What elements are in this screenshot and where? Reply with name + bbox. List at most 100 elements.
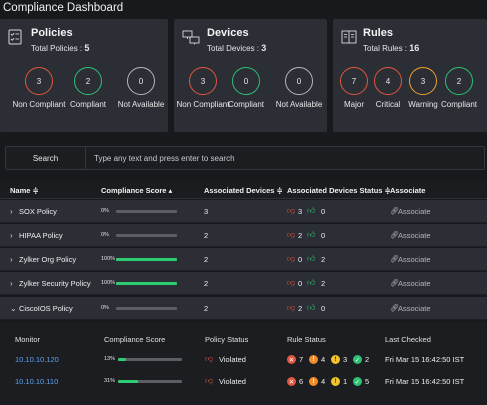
- compliance-bar: [116, 307, 177, 310]
- devices-notavailable-label: Not Available: [275, 100, 323, 109]
- policy-name[interactable]: CiscoIOS Policy: [19, 304, 73, 313]
- associated-devices-count: 2: [204, 255, 209, 264]
- compliant-device-count[interactable]: 2: [321, 279, 326, 288]
- policy-name[interactable]: Zylker Org Policy: [19, 255, 77, 264]
- warning-alert-icon: !: [331, 377, 340, 386]
- policy-name[interactable]: HIPAA Policy: [19, 231, 63, 240]
- link-icon[interactable]: 🔗︎: [390, 280, 399, 287]
- devices-noncompliant-count[interactable]: 3: [189, 67, 217, 95]
- rules-major-count[interactable]: 7: [340, 67, 368, 95]
- devices-notavailable-count[interactable]: 0: [285, 67, 313, 95]
- compliant-device-count[interactable]: 2: [321, 255, 326, 264]
- compliant-check-icon: ✓: [353, 355, 362, 364]
- noncompliant-device-count[interactable]: 3: [298, 207, 303, 216]
- devices-title: Devices: [207, 27, 249, 39]
- sub-col-last-checked: Last Checked: [385, 335, 431, 344]
- compliance-percent: 0%: [101, 232, 109, 238]
- policies-noncompliant-label: Non Compliant: [12, 100, 66, 109]
- table-row[interactable]: › Zylker Security Policy 100% 2 👎︎ 0 👍︎ 2 🔗︎ Asso…: [0, 272, 487, 295]
- compliant-count: 5: [365, 377, 370, 386]
- compliant-device-count[interactable]: 0: [321, 304, 326, 313]
- rules-title: Rules: [363, 27, 393, 39]
- policies-compliant-label: Compliant: [69, 100, 106, 109]
- compliance-percent: 100%: [101, 280, 116, 286]
- warning-count: 3: [343, 355, 348, 364]
- policies-compliant-count[interactable]: 2: [74, 67, 102, 95]
- noncompliant-device-count[interactable]: 2: [298, 304, 303, 313]
- down-thumb-icon: 👎︎: [287, 230, 296, 239]
- monitor-compliance-bar-fill: [118, 358, 126, 361]
- link-icon[interactable]: 🔗︎: [390, 232, 399, 239]
- expand-chevron-icon[interactable]: ⌄: [10, 304, 17, 313]
- last-checked: Fri Mar 15 16:42:50 IST: [385, 377, 465, 386]
- down-thumb-icon: 👎︎: [287, 303, 296, 312]
- associated-devices-count: 2: [204, 304, 209, 313]
- associate-link[interactable]: Associate: [398, 231, 431, 240]
- noncompliant-device-count[interactable]: 0: [298, 279, 303, 288]
- associate-link[interactable]: Associate: [398, 255, 431, 264]
- policies-title: Policies: [31, 27, 73, 39]
- monitor-row[interactable]: 10.10.10.110 31% 👎︎ Violated ✕ 6! 4! 1 ✓ 5 Fri Mar…: [0, 371, 487, 393]
- col-associated-devices[interactable]: Associated Devices ≑: [204, 186, 283, 195]
- associate-link[interactable]: Associate: [398, 207, 431, 216]
- rules-critical-label: Critical: [375, 100, 401, 109]
- policy-name[interactable]: Zylker Security Policy: [19, 279, 91, 288]
- compliant-count: 2: [365, 355, 370, 364]
- table-row[interactable]: › Zylker Org Policy 100% 2 👎︎ 0 👍︎ 2 🔗︎ Associate: [0, 248, 487, 271]
- up-thumb-icon: 👍︎: [307, 278, 316, 287]
- compliant-check-icon: ✓: [353, 377, 362, 386]
- link-icon[interactable]: 🔗︎: [390, 256, 399, 263]
- policies-noncompliant-count[interactable]: 3: [25, 67, 53, 95]
- expand-chevron-icon[interactable]: ›: [10, 255, 13, 264]
- up-thumb-icon: 👍︎: [307, 254, 316, 263]
- col-compliance-score[interactable]: Compliance Score ▴: [101, 186, 173, 195]
- monitor-compliance-bar: [118, 380, 182, 383]
- critical-count: 7: [299, 355, 304, 364]
- table-row[interactable]: › HIPAA Policy 0% 2 👎︎ 2 👍︎ 0 🔗︎ Associate: [0, 224, 487, 247]
- monitor-compliance-percent: 31%: [104, 378, 116, 384]
- compliance-bar: [116, 282, 177, 285]
- critical-count: 6: [299, 377, 304, 386]
- critical-x-icon: ✕: [287, 377, 296, 386]
- compliant-device-count[interactable]: 0: [321, 231, 326, 240]
- down-thumb-icon: 👎︎: [287, 206, 296, 215]
- policy-name[interactable]: SOX Policy: [19, 207, 57, 216]
- col-associated-devices-status[interactable]: Associated Devices Status ≑: [287, 186, 391, 195]
- rules-warning-count[interactable]: 3: [409, 67, 437, 95]
- warning-alert-icon: !: [331, 355, 340, 364]
- rules-compliant-count[interactable]: 2: [445, 67, 473, 95]
- page-title: Compliance Dashboard: [3, 2, 124, 14]
- associate-link[interactable]: Associate: [398, 279, 431, 288]
- monitor-link[interactable]: 10.10.10.120: [15, 355, 59, 364]
- associate-link[interactable]: Associate: [398, 304, 431, 313]
- search-button[interactable]: Search: [6, 147, 86, 169]
- expand-chevron-icon[interactable]: ›: [10, 279, 13, 288]
- sub-col-monitor: Monitor: [15, 335, 41, 344]
- sub-col-compliance-score: Compliance Score: [104, 335, 166, 344]
- col-associate: Associate: [390, 186, 426, 195]
- critical-x-icon: ✕: [287, 355, 296, 364]
- devices-compliant-count[interactable]: 0: [232, 67, 260, 95]
- policies-notavailable-count[interactable]: 0: [127, 67, 155, 95]
- expand-chevron-icon[interactable]: ›: [10, 207, 13, 216]
- monitor-link[interactable]: 10.10.10.110: [15, 377, 59, 386]
- monitor-row[interactable]: 10.10.10.120 13% 👎︎ Violated ✕ 7! 4! 3 ✓ 2 Fri Mar…: [0, 349, 487, 371]
- link-icon[interactable]: 🔗︎: [390, 305, 399, 312]
- col-name[interactable]: Name ≑: [10, 186, 39, 195]
- noncompliant-device-count[interactable]: 0: [298, 255, 303, 264]
- rules-warning-label: Warning: [408, 100, 438, 109]
- link-icon[interactable]: 🔗︎: [390, 208, 399, 215]
- major-count: 4: [321, 355, 326, 364]
- table-row[interactable]: › SOX Policy 0% 3 👎︎ 3 👍︎ 0 🔗︎ Associate: [0, 200, 487, 223]
- policies-total: Total Policies : 5: [31, 43, 90, 53]
- expand-chevron-icon[interactable]: ›: [10, 231, 13, 240]
- compliant-device-count[interactable]: 0: [321, 207, 326, 216]
- noncompliant-device-count[interactable]: 2: [298, 231, 303, 240]
- rules-critical-count[interactable]: 4: [374, 67, 402, 95]
- table-row[interactable]: ⌄ CiscoIOS Policy 0% 2 👎︎ 2 👍︎ 0 🔗︎ Associate: [0, 297, 487, 320]
- devices-total: Total Devices : 3: [207, 43, 267, 53]
- rules-major-label: Major: [343, 100, 364, 109]
- search-input[interactable]: [94, 147, 480, 169]
- expanded-monitor-table: Monitor Compliance Score Policy Status R…: [0, 322, 487, 405]
- checklist-icon: [8, 29, 22, 45]
